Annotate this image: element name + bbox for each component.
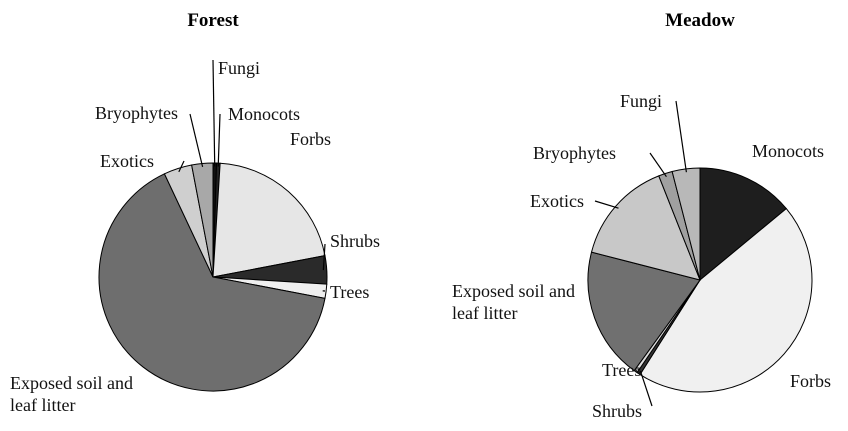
slice-label: Exotics <box>530 191 584 211</box>
leader-line <box>322 243 326 271</box>
pie-slice <box>590 175 701 281</box>
pie-slice <box>639 207 813 393</box>
slice-label: Shrubs <box>592 401 643 421</box>
pie-slice <box>699 167 788 282</box>
pie-slice <box>587 251 701 372</box>
slice-label: Monocots <box>228 104 300 124</box>
slice-label: Fungi <box>218 58 261 78</box>
leader-line <box>637 368 641 371</box>
slice-label: Fungi <box>620 91 663 111</box>
pie-slice <box>212 162 326 278</box>
leader-line <box>639 370 653 407</box>
leader-line <box>217 113 221 167</box>
leader-line <box>212 59 216 167</box>
slice-label: Forbs <box>290 129 332 149</box>
slice-label: Trees <box>330 282 370 302</box>
slice-label: Exposed soil and leaf litter <box>10 373 133 415</box>
chart-title: Forest <box>187 10 239 31</box>
leader-line <box>675 100 687 173</box>
leader-line <box>594 200 619 209</box>
slice-label: Trees <box>602 360 642 380</box>
leader-line <box>178 160 185 173</box>
leader-line <box>189 113 204 168</box>
slice-label: Exposed soil and leaf litter <box>452 281 575 323</box>
leader-line <box>649 152 667 178</box>
slice-label: Bryophytes <box>95 103 178 123</box>
pie-slice <box>98 173 326 392</box>
slice-label: Shrubs <box>330 231 381 251</box>
slice-label: Forbs <box>790 371 832 391</box>
slice-label: Bryophytes <box>533 143 616 163</box>
chart-title: Meadow <box>665 10 735 31</box>
slice-label: Exotics <box>100 151 154 171</box>
slice-label: Monocots <box>752 141 824 161</box>
